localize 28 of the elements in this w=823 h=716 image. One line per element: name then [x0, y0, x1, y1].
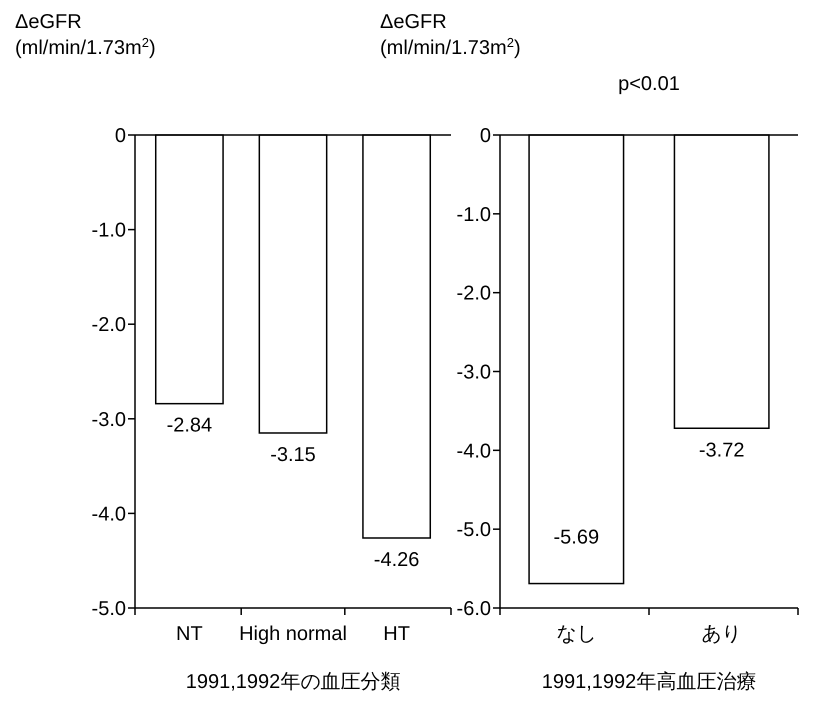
- y-tick-label: -4.0: [92, 503, 126, 526]
- data-label: -3.15: [270, 444, 316, 466]
- text: p<0.01: [618, 73, 680, 95]
- y-tick-label: -3.0: [456, 362, 491, 384]
- y-tick-label: -2.0: [456, 282, 491, 305]
- y-tick-label: -1.0: [92, 220, 126, 242]
- data-label: -2.84: [166, 414, 212, 437]
- data-label: -3.72: [698, 439, 744, 462]
- data-label: -4.26: [374, 548, 420, 571]
- y-tick-label: -2.0: [92, 314, 126, 336]
- y-tick-label: -6.0: [456, 598, 491, 620]
- y-tick-label: -3.0: [92, 408, 126, 431]
- y-axis-title: ΔeGFR (ml/min/1.73m$^{2}$): [15, 11, 156, 59]
- x-tick-label: HT: [383, 623, 410, 645]
- x-axis-title: 1991,1992年高血圧治療: [542, 670, 756, 693]
- y-tick-label: -4.0: [456, 440, 491, 462]
- data-label: -5.69: [554, 526, 600, 549]
- y-tick-label: 0: [480, 125, 491, 147]
- y-tick-label: -5.0: [456, 519, 491, 542]
- y-tick-label: 0: [114, 125, 126, 147]
- y-axis-title: ΔeGFR (ml/min/1.73m$^{2}$): [380, 11, 521, 59]
- x-tick-label: あり: [702, 623, 742, 645]
- x-tick-label: NT: [176, 623, 203, 645]
- x-tick-label: High normal: [239, 623, 347, 645]
- y-tick-label: -1.0: [456, 204, 491, 226]
- x-tick-label: なし: [556, 623, 596, 645]
- x-axis-title: 1991,1992年の血圧分類: [186, 671, 400, 693]
- y-tick-label: -5.0: [92, 598, 126, 620]
